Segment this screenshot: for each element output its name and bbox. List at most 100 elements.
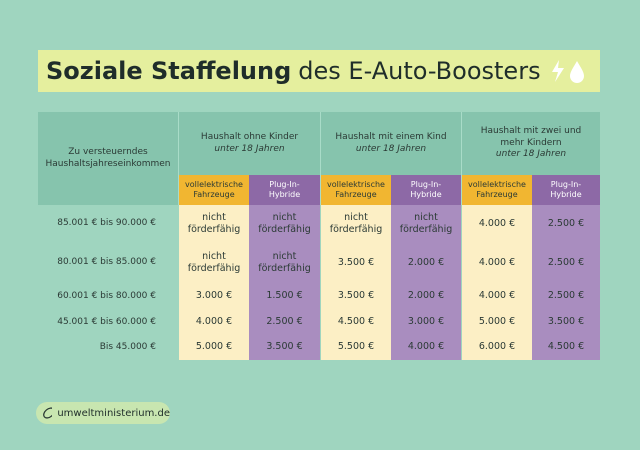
amount: 3.000 € [195,290,233,302]
amount-cell: 6.000 € [461,335,532,360]
amount: 2.500 € [547,256,585,268]
amount-cell: 2.500 € [532,205,600,243]
subheader-label: Plug-In-Hybride [268,179,301,199]
amount-cell: 4.000 € [461,243,532,283]
group-title: Haushalt ohne Kinder [200,131,299,142]
amount: 5.500 € [337,341,375,353]
group-title: Haushalt mit einem Kind [335,131,447,142]
income-cell: 80.001 € bis 85.000 € [38,243,178,283]
title-rest: des E-Auto-Boosters [298,57,541,85]
subheader: Plug-In-Hybride [249,175,320,205]
group-title: Haushalt mit zwei und mehr Kindern [480,125,582,148]
amount-cell: 3.500 € [320,283,391,310]
amount: 4.000 € [407,341,445,353]
amount: 1.500 € [266,290,303,302]
amount: 2.000 € [407,256,445,268]
group-header: Haushalt mit einem Kind unter 18 Jahren [320,112,461,175]
amount: 4.000 € [478,217,516,229]
subheader: vollelektrische Fahrzeuge [461,175,532,205]
amount: 3.000 € [407,316,445,328]
amount: nicht förderfähig [187,250,241,274]
income-value: 80.001 € bis 85.000 € [57,257,156,268]
income-label: Zu versteuerndes Haushaltsjahreseinkomme… [45,146,171,169]
footer-pill: umweltministerium.de [36,402,170,424]
amount: 2.500 € [266,316,303,328]
amount-cell: nicht förderfähig [178,243,249,283]
amount-cell: 2.500 € [249,310,320,335]
amount: 3.500 € [266,341,303,353]
group-header: Haushalt mit zwei und mehr Kindern unter … [461,112,600,175]
amount-cell: 4.000 € [461,205,532,243]
amount-cell: 4.500 € [532,335,600,360]
income-value: Bis 45.000 € [99,341,156,352]
amount: 4.500 € [337,316,375,328]
amount: 3.500 € [547,316,585,328]
amount: 6.000 € [478,341,516,353]
amount-cell: 5.000 € [461,310,532,335]
amount: 2.000 € [407,290,445,302]
subheader: vollelektrische Fahrzeuge [178,175,249,205]
amount: 5.000 € [478,316,516,328]
amount-cell: nicht förderfähig [249,243,320,283]
amount-cell: 3.000 € [391,310,461,335]
amount-cell: 1.500 € [249,283,320,310]
subheader: Plug-In-Hybride [532,175,600,205]
amount: nicht förderfähig [399,211,453,235]
amount-cell: 3.000 € [178,283,249,310]
amount: 3.500 € [337,290,375,302]
title-bold: Soziale Staffelung [46,57,292,85]
amount: 3.500 € [337,256,375,268]
income-value: 45.001 € bis 60.000 € [57,316,156,327]
amount-cell: 2.000 € [391,243,461,283]
icons [551,60,584,83]
subheader: vollelektrische Fahrzeuge [320,175,391,205]
amount: 2.500 € [547,290,585,302]
income-value: 85.001 € bis 90.000 € [57,218,156,229]
amount: 4.500 € [547,341,585,353]
amount: 5.000 € [195,341,233,353]
income-value: 60.001 € bis 80.000 € [57,290,156,301]
amount-cell: nicht förderfähig [391,205,461,243]
group-header: Haushalt ohne Kinder unter 18 Jahren [178,112,320,175]
group-subtitle: unter 18 Jahren [214,143,285,154]
group-subtitle: unter 18 Jahren [355,143,427,154]
subheader-label: vollelektrische Fahrzeuge [468,179,526,199]
subheader-label: Plug-In-Hybride [550,179,582,199]
amount-cell: nicht förderfähig [249,205,320,243]
amount-cell: nicht förderfähig [178,205,249,243]
subheader-label: Plug-In-Hybride [410,179,442,199]
amount-cell: 4.000 € [461,283,532,310]
amount-cell: 3.500 € [532,310,600,335]
amount-cell: 3.500 € [249,335,320,360]
amount-cell: 2.000 € [391,283,461,310]
amount: 2.500 € [547,217,585,229]
amount-cell: nicht förderfähig [320,205,391,243]
amount: 4.000 € [478,290,516,302]
amount-cell: 4.500 € [320,310,391,335]
amount: nicht förderfähig [258,250,311,274]
footer-url: umweltministerium.de [57,407,170,419]
subheader-label: vollelektrische Fahrzeuge [327,179,385,199]
income-cell: 45.001 € bis 60.000 € [38,310,178,335]
income-header: Zu versteuerndes Haushaltsjahreseinkomme… [38,112,178,205]
amount: nicht förderfähig [258,211,311,235]
income-cell: 60.001 € bis 80.000 € [38,283,178,310]
amount-cell: 2.500 € [532,243,600,283]
subheader: Plug-In-Hybride [391,175,461,205]
income-cell: Bis 45.000 € [38,335,178,360]
amount-cell: 4.000 € [391,335,461,360]
amount: nicht förderfähig [187,211,241,235]
amount-cell: 3.500 € [320,243,391,283]
group-subtitle: unter 18 Jahren [495,149,567,160]
amount-cell: 2.500 € [532,283,600,310]
amount-cell: 5.500 € [320,335,391,360]
amount: nicht förderfähig [329,211,383,235]
amount-cell: 4.000 € [178,310,249,335]
amount-cell: 5.000 € [178,335,249,360]
income-cell: 85.001 € bis 90.000 € [38,205,178,243]
amount: 4.000 € [478,256,516,268]
amount: 4.000 € [195,316,233,328]
subheader-label: vollelektrische Fahrzeuge [185,179,243,199]
title-banner: Soziale Staffelung des E-Auto-Boosters [38,50,600,92]
